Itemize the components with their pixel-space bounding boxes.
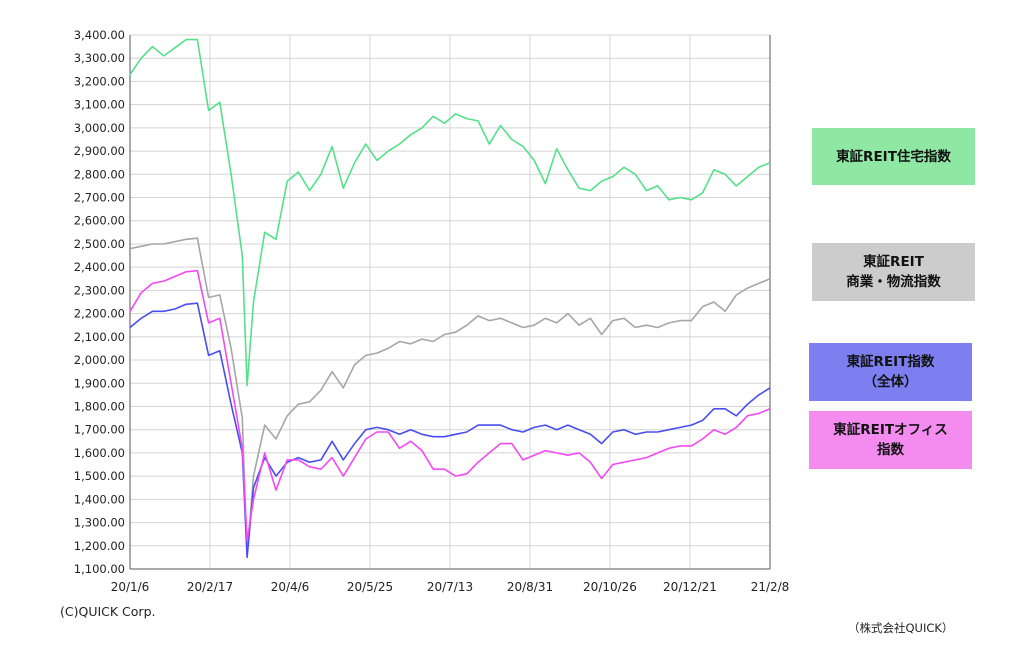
y-tick-label: 1,600.00 [74,446,125,460]
x-tick-label: 20/12/21 [663,580,717,594]
legend-housing-index: 東証REIT住宅指数 [812,128,975,185]
series-line-0 [129,38,771,387]
legend-all-label-line2: （全体） [863,374,918,390]
y-tick-label: 3,200.00 [74,74,125,88]
y-tick-label: 2,500.00 [74,237,125,251]
series-line-1 [129,237,771,556]
copyright-text: (C)QUICK Corp. [60,604,156,619]
legend-retail-label-line1: 東証REIT [863,254,924,270]
legend-office-label-line2: 指数 [877,442,904,458]
legend-housing-label: 東証REIT住宅指数 [836,148,951,165]
series-line-3 [129,269,771,542]
legend-office-label-line1: 東証REITオフィス [833,422,948,438]
y-tick-label: 1,500.00 [74,469,125,483]
y-tick-label: 1,300.00 [74,516,125,530]
x-tick-label: 20/1/6 [111,580,150,594]
legend-office-index: 東証REITオフィス 指数 [809,411,972,469]
series-line-2 [129,302,771,559]
y-tick-label: 2,400.00 [74,260,125,274]
x-tick-label: 20/2/17 [187,580,233,594]
y-tick-label: 2,200.00 [74,307,125,321]
x-tick-label: 20/8/31 [507,580,553,594]
x-tick-label: 21/2/8 [751,580,790,594]
y-tick-label: 2,700.00 [74,191,125,205]
legend-retail-logistics-index: 東証REIT 商業・物流指数 [812,243,975,301]
y-tick-label: 2,800.00 [74,167,125,181]
y-tick-label: 3,400.00 [74,28,125,42]
y-tick-label: 2,000.00 [74,353,125,367]
x-tick-label: 20/10/26 [583,580,637,594]
y-tick-label: 1,900.00 [74,376,125,390]
y-tick-label: 2,100.00 [74,330,125,344]
y-tick-label: 3,300.00 [74,51,125,65]
y-tick-label: 2,900.00 [74,144,125,158]
source-text: （株式会社QUICK） [848,621,954,635]
legend-all-index: 東証REIT指数 （全体） [809,343,972,401]
y-tick-label: 1,800.00 [74,399,125,413]
x-tick-label: 20/4/6 [271,580,310,594]
y-tick-label: 1,100.00 [74,562,125,576]
x-tick-label: 20/7/13 [427,580,473,594]
y-tick-label: 1,400.00 [74,492,125,506]
y-tick-label: 2,600.00 [74,214,125,228]
legend-retail-label-line2: 商業・物流指数 [846,274,941,290]
y-tick-label: 3,000.00 [74,121,125,135]
y-tick-label: 1,700.00 [74,423,125,437]
legend-all-label-line1: 東証REIT指数 [846,354,935,370]
y-tick-label: 1,200.00 [74,539,125,553]
y-tick-label: 2,300.00 [74,283,125,297]
x-tick-label: 20/5/25 [347,580,393,594]
y-tick-label: 3,100.00 [74,98,125,112]
